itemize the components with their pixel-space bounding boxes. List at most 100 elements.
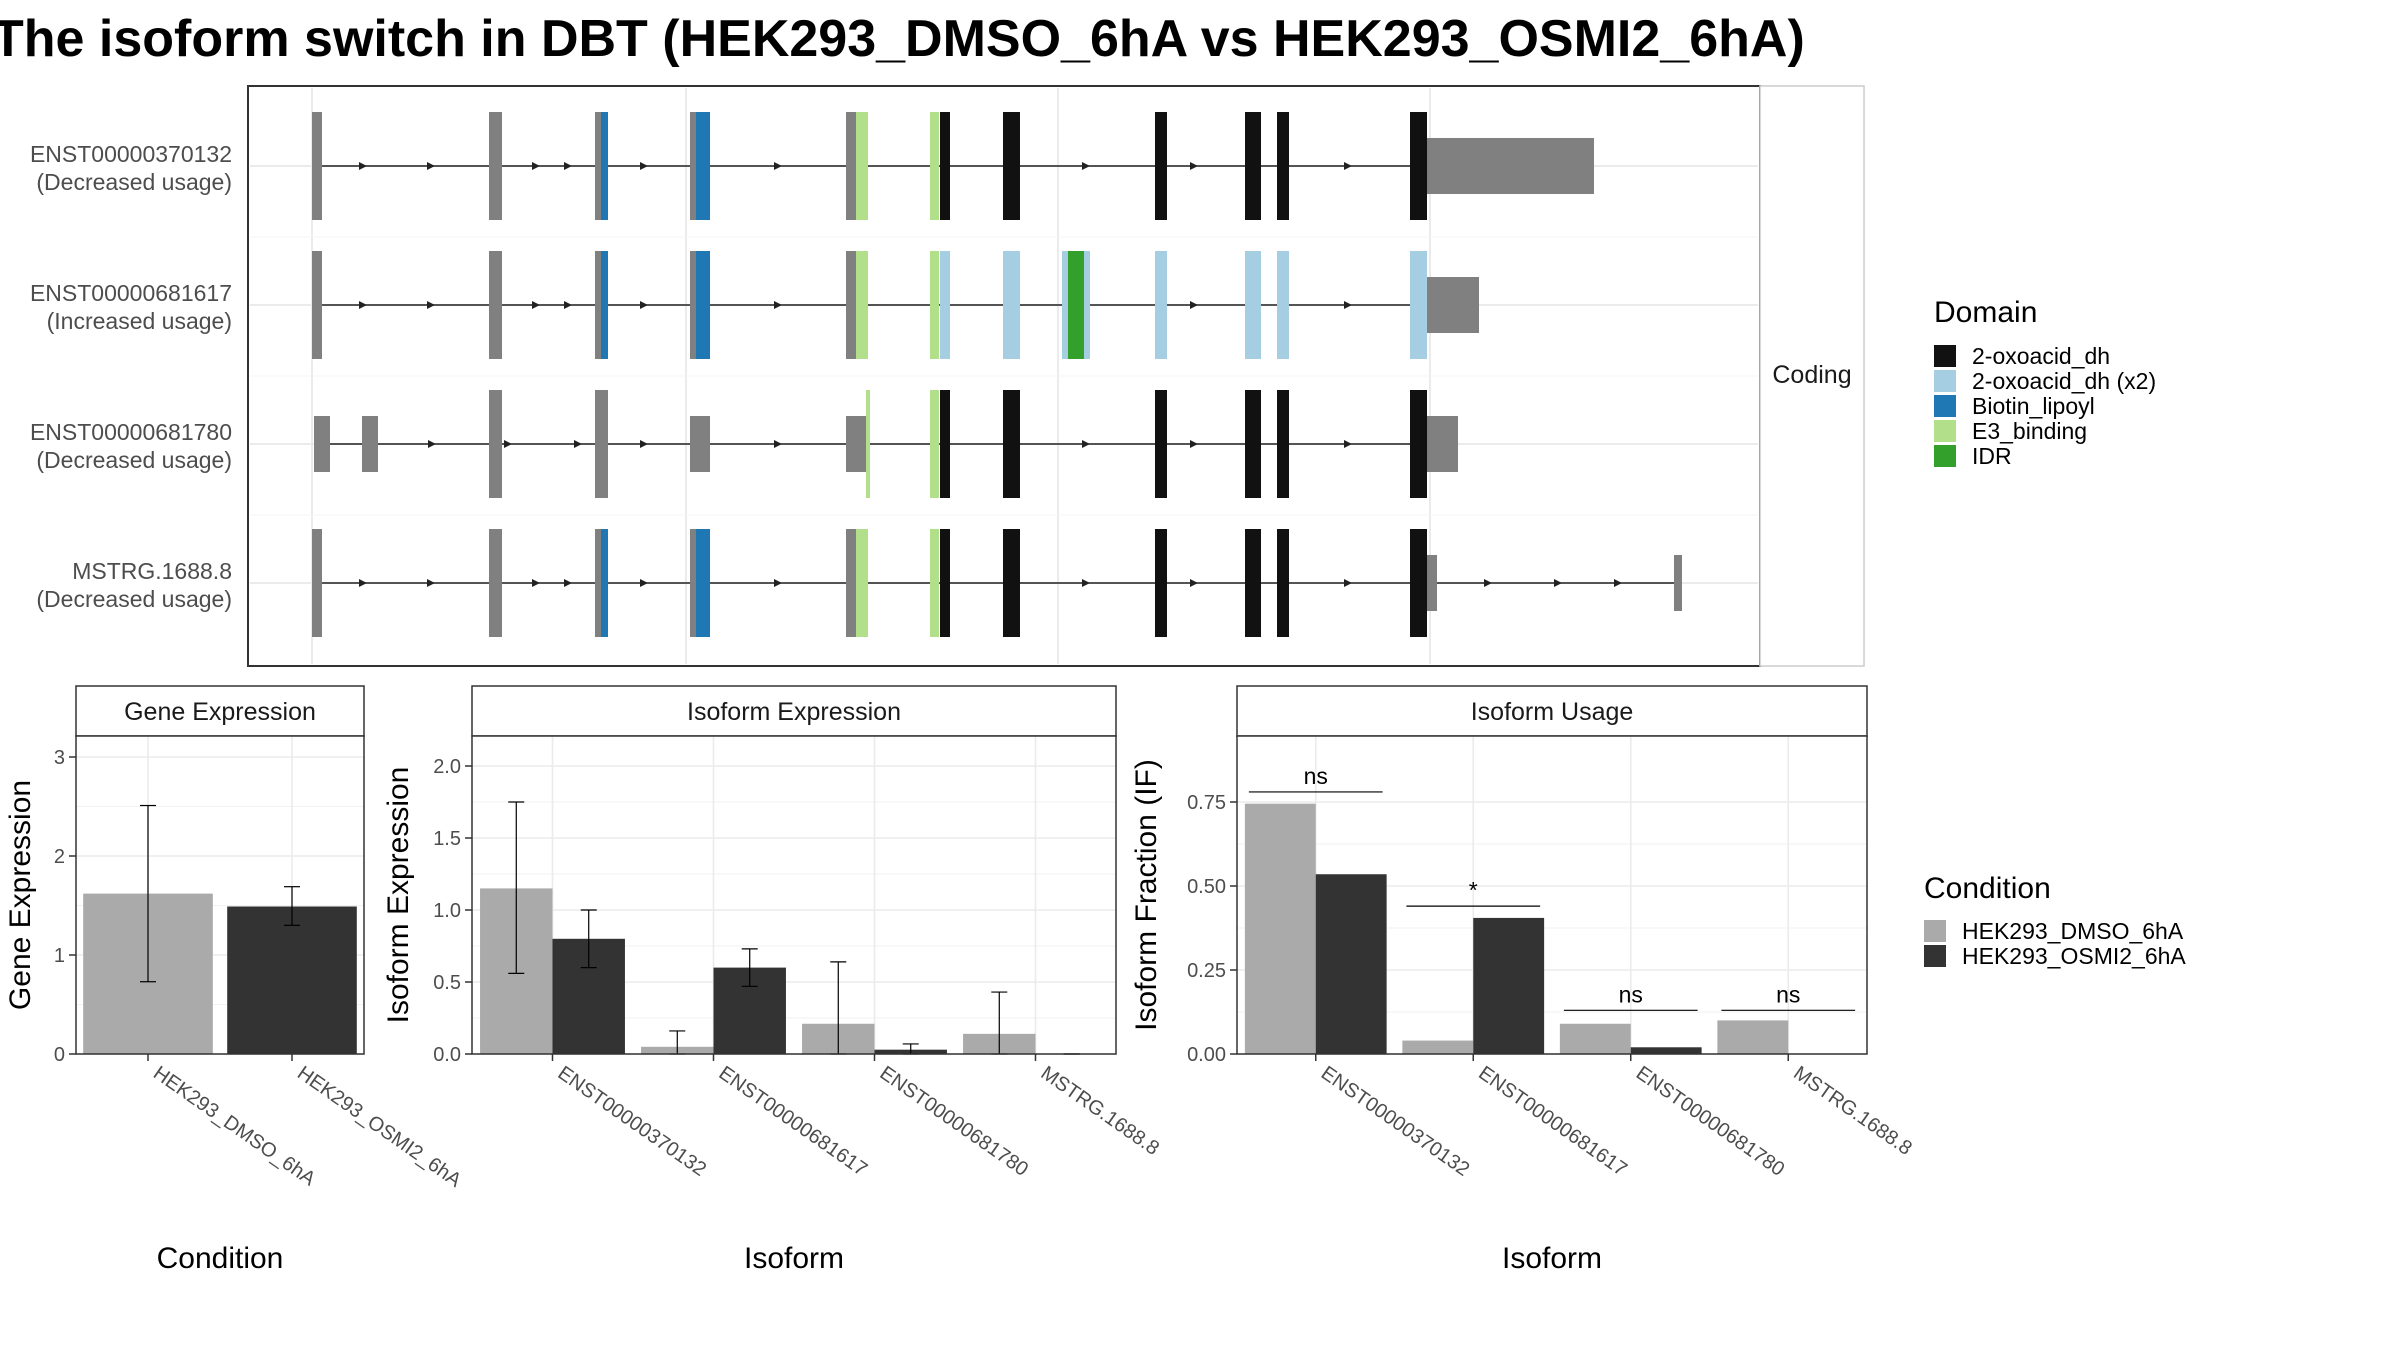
legend-swatch-dmso <box>1924 920 1946 942</box>
bar <box>1473 917 1545 1054</box>
panel-title: Gene Expression <box>124 698 316 726</box>
exon-noncoding <box>846 112 856 220</box>
intron-direction-arrow <box>564 301 572 309</box>
intron-direction-arrow <box>1190 440 1198 448</box>
exon-noncoding <box>1427 277 1479 333</box>
transcript-labels: ENST00000370132 (Decreased usage) ENST00… <box>30 141 232 612</box>
legend-label-e3-binding: E3_binding <box>1972 418 2087 444</box>
exon-domain <box>1410 529 1427 637</box>
panel-title: Isoform Expression <box>687 698 901 726</box>
intron-direction-arrow <box>359 579 367 587</box>
bar <box>1244 803 1316 1054</box>
exon-domain <box>856 251 868 359</box>
exon-domain <box>696 251 710 359</box>
y-tick-label: 0.50 <box>1187 876 1226 898</box>
exon-noncoding <box>314 416 330 472</box>
plot-frame <box>1236 735 1868 1055</box>
exon-domain <box>930 112 939 220</box>
intron-direction-arrow <box>1344 440 1352 448</box>
exon-domain <box>1245 390 1261 498</box>
y-axis-title: Isoform Fraction (IF) <box>1130 759 1163 1031</box>
legend-label-2-oxoacid-dh: 2-oxoacid_dh <box>1972 343 2110 369</box>
exon-noncoding <box>846 416 866 472</box>
intron-direction-arrow <box>1484 579 1492 587</box>
exon-domain <box>856 529 868 637</box>
intron-direction-arrow <box>427 301 435 309</box>
domain-legend-title: Domain <box>1934 296 2037 329</box>
legend-swatch-2-oxoacid-dh <box>1934 345 1956 367</box>
isoform-expression-chart: Isoform Expression 0.0 0.5 1.0 1.5 2.0 ENST000… <box>382 685 1163 1275</box>
exon-noncoding <box>690 112 696 220</box>
exon-noncoding <box>690 251 696 359</box>
x-axis-title: Condition <box>157 1242 284 1275</box>
transcript-2-usage: (Increased usage) <box>47 308 232 334</box>
intron-direction-arrow <box>640 301 648 309</box>
intron-direction-arrow <box>1344 301 1352 309</box>
coding-strip <box>1759 85 1865 667</box>
exon-domain <box>1062 251 1068 359</box>
intron-direction-arrow <box>359 162 367 170</box>
exon-noncoding <box>595 251 601 359</box>
panel-strip <box>1236 685 1868 737</box>
y-tick-label: 0 <box>54 1044 65 1066</box>
panel-title: Isoform Usage <box>1471 698 1634 726</box>
bar <box>1402 1040 1474 1054</box>
y-tick-label: 0.0 <box>433 1044 461 1066</box>
exon-domain <box>1245 251 1261 359</box>
intron-direction-arrow <box>1614 579 1622 587</box>
intron-direction-arrow <box>1082 440 1090 448</box>
exon-domain <box>1068 251 1084 359</box>
y-axis-title: Isoform Expression <box>382 767 415 1024</box>
exon-noncoding <box>362 416 378 472</box>
x-tick-label: MSTRG.1688.8 <box>1037 1062 1163 1160</box>
y-tick-label: 1.0 <box>433 900 461 922</box>
y-tick-label: 0.25 <box>1187 960 1226 982</box>
exon-noncoding <box>690 529 696 637</box>
intron-direction-arrow <box>774 301 782 309</box>
intron-direction-arrow <box>427 579 435 587</box>
condition-legend-title: Condition <box>1924 872 2051 905</box>
significance-label: ns <box>1619 981 1643 1007</box>
exon-domain <box>1084 251 1090 359</box>
exon-noncoding <box>595 529 601 637</box>
x-tick-label: ENST00000681617 <box>715 1062 872 1181</box>
exon-domain <box>930 529 939 637</box>
exon-noncoding <box>1427 138 1594 194</box>
exon-noncoding <box>1427 555 1437 611</box>
exon-noncoding <box>1427 416 1458 472</box>
exon-noncoding <box>312 112 322 220</box>
exon-domain <box>601 251 608 359</box>
intron-direction-arrow <box>1190 162 1198 170</box>
intron-direction-arrow <box>1082 162 1090 170</box>
exon-noncoding <box>489 529 502 637</box>
bar <box>1315 874 1387 1054</box>
intron-direction-arrow <box>640 440 648 448</box>
legend-swatch-idr <box>1934 445 1956 467</box>
exon-domain <box>1277 529 1289 637</box>
exon-domain <box>1410 251 1427 359</box>
y-axis-title: Gene Expression <box>4 780 37 1010</box>
intron-direction-arrow <box>1082 579 1090 587</box>
transcript-structure-panel: Coding ENST00000370132 (Decreased usage)… <box>30 85 1865 667</box>
exon-domain <box>1003 390 1020 498</box>
exon-domain <box>1003 112 1020 220</box>
panel-strip <box>471 685 1117 737</box>
legend-swatch-e3-binding <box>1934 420 1956 442</box>
exon-domain <box>1277 251 1289 359</box>
legend-label-dmso: HEK293_DMSO_6hA <box>1962 918 2184 944</box>
intron-direction-arrow <box>640 162 648 170</box>
exon-domain <box>1277 390 1289 498</box>
intron-direction-arrow <box>532 579 540 587</box>
exon-domain <box>1003 529 1020 637</box>
intron-direction-arrow <box>532 162 540 170</box>
intron-direction-arrow <box>1344 579 1352 587</box>
intron-direction-arrow <box>504 440 512 448</box>
y-tick-label: 0.75 <box>1187 792 1226 814</box>
exon-domain <box>1155 112 1167 220</box>
x-tick-label: ENST00000681780 <box>1632 1062 1789 1181</box>
intron-direction-arrow <box>1190 579 1198 587</box>
transcript-1-usage: (Decreased usage) <box>36 169 232 195</box>
intron-direction-arrow <box>428 440 436 448</box>
exon-domain <box>1410 112 1427 220</box>
significance-label: ns <box>1304 763 1328 789</box>
